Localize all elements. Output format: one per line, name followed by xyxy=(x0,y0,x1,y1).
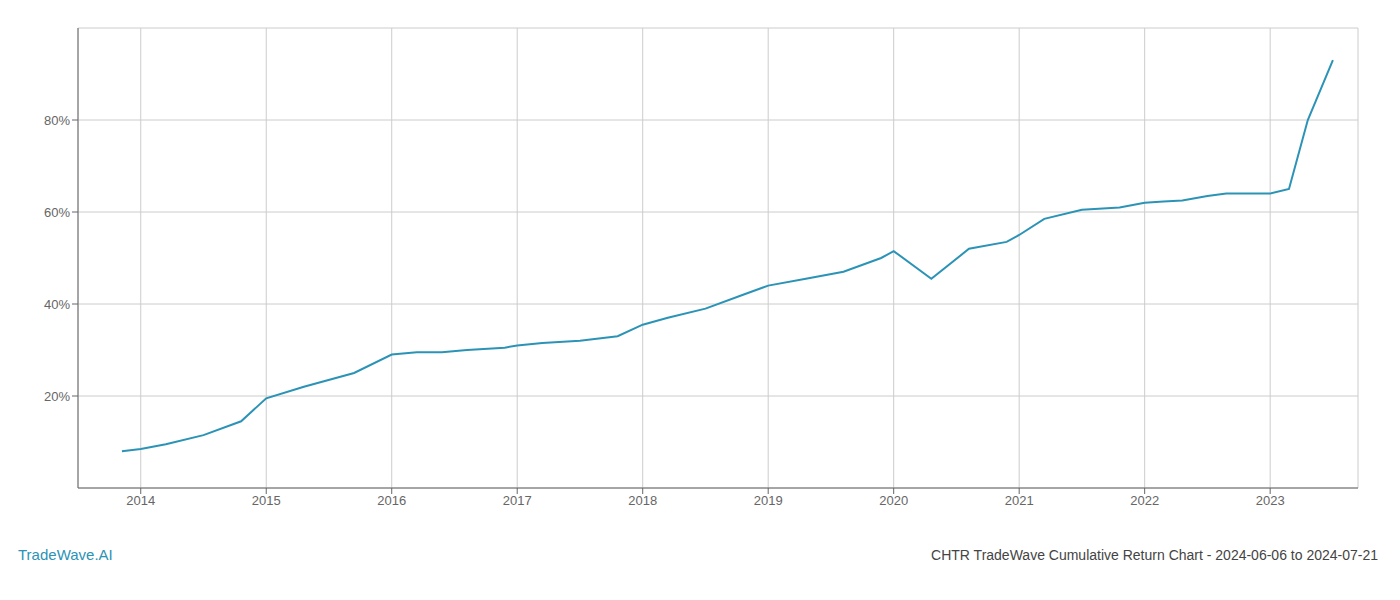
svg-text:80%: 80% xyxy=(44,113,70,128)
svg-text:2017: 2017 xyxy=(503,493,532,508)
svg-text:2023: 2023 xyxy=(1256,493,1285,508)
svg-text:2021: 2021 xyxy=(1005,493,1034,508)
svg-text:2020: 2020 xyxy=(879,493,908,508)
svg-text:2016: 2016 xyxy=(377,493,406,508)
svg-text:20%: 20% xyxy=(44,389,70,404)
svg-text:2015: 2015 xyxy=(252,493,281,508)
html-text:CHTR TradeWave Cumulative Retu: CHTR TradeWave Cumulative Return Chart -… xyxy=(931,547,1378,563)
svg-text:2019: 2019 xyxy=(754,493,783,508)
svg-text:2018: 2018 xyxy=(628,493,657,508)
svg-text:2014: 2014 xyxy=(126,493,155,508)
html-text:TradeWave.AI: TradeWave.AI xyxy=(18,546,113,563)
svg-text:40%: 40% xyxy=(44,297,70,312)
svg-text:60%: 60% xyxy=(44,205,70,220)
svg-text:2022: 2022 xyxy=(1130,493,1159,508)
